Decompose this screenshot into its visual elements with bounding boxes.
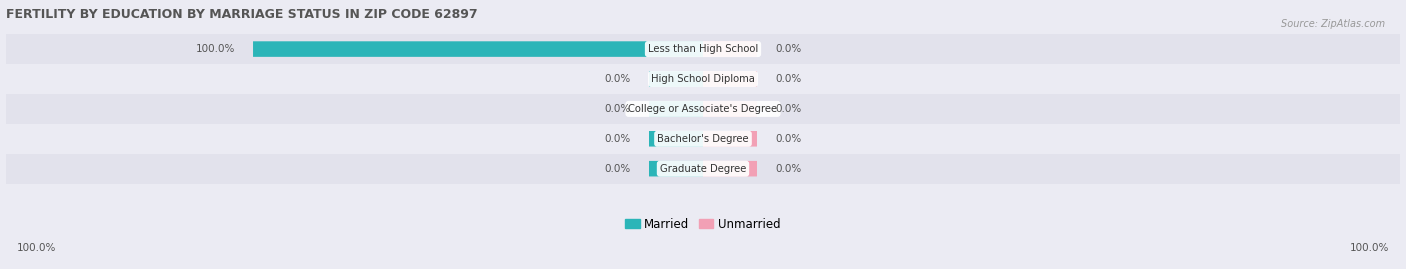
Text: Source: ZipAtlas.com: Source: ZipAtlas.com: [1281, 19, 1385, 29]
Legend: Married, Unmarried: Married, Unmarried: [620, 213, 786, 235]
FancyBboxPatch shape: [650, 101, 703, 117]
Text: College or Associate's Degree: College or Associate's Degree: [628, 104, 778, 114]
FancyBboxPatch shape: [703, 131, 756, 147]
Text: 100.0%: 100.0%: [1350, 243, 1389, 253]
FancyBboxPatch shape: [703, 71, 756, 87]
Text: 100.0%: 100.0%: [17, 243, 56, 253]
FancyBboxPatch shape: [253, 41, 703, 57]
Text: Bachelor's Degree: Bachelor's Degree: [657, 134, 749, 144]
FancyBboxPatch shape: [650, 161, 703, 176]
Bar: [6, 64, 1400, 94]
FancyBboxPatch shape: [650, 71, 703, 87]
FancyBboxPatch shape: [650, 131, 703, 147]
Text: 0.0%: 0.0%: [775, 44, 801, 54]
Text: 0.0%: 0.0%: [775, 104, 801, 114]
Bar: [6, 34, 1400, 64]
Text: Less than High School: Less than High School: [648, 44, 758, 54]
Text: 0.0%: 0.0%: [605, 134, 631, 144]
Text: High School Diploma: High School Diploma: [651, 74, 755, 84]
Text: 0.0%: 0.0%: [605, 74, 631, 84]
Bar: [6, 154, 1400, 184]
Text: 0.0%: 0.0%: [775, 74, 801, 84]
Text: 0.0%: 0.0%: [605, 164, 631, 174]
FancyBboxPatch shape: [703, 101, 756, 117]
FancyBboxPatch shape: [703, 161, 756, 176]
Text: 0.0%: 0.0%: [605, 104, 631, 114]
Text: 0.0%: 0.0%: [775, 134, 801, 144]
Text: 100.0%: 100.0%: [195, 44, 235, 54]
Bar: [6, 124, 1400, 154]
Bar: [6, 94, 1400, 124]
Text: FERTILITY BY EDUCATION BY MARRIAGE STATUS IN ZIP CODE 62897: FERTILITY BY EDUCATION BY MARRIAGE STATU…: [6, 8, 477, 21]
Text: Graduate Degree: Graduate Degree: [659, 164, 747, 174]
FancyBboxPatch shape: [703, 41, 756, 57]
Text: 0.0%: 0.0%: [775, 164, 801, 174]
